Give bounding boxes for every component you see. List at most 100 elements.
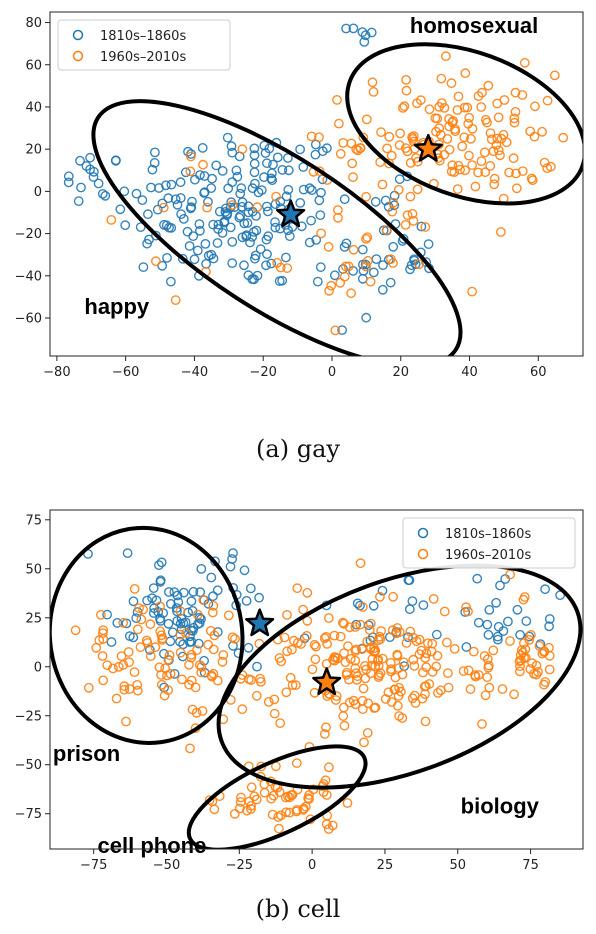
data-point [407, 693, 418, 704]
data-point [226, 141, 237, 152]
data-point [348, 23, 359, 34]
data-point [407, 132, 417, 143]
data-point [241, 231, 252, 242]
data-point [142, 595, 153, 606]
x-tick-label: 50 [449, 858, 466, 873]
data-point [457, 141, 468, 152]
y-tick-label: 60 [25, 58, 42, 73]
data-point [181, 628, 191, 639]
data-point [505, 636, 515, 646]
data-point [142, 209, 153, 220]
data-point [386, 150, 397, 161]
data-point [380, 694, 391, 704]
data-point [194, 660, 205, 670]
data-point [361, 191, 371, 202]
data-point [337, 325, 347, 335]
data-point [504, 167, 514, 178]
representative-star-late [413, 133, 443, 162]
data-point [460, 68, 471, 79]
data-point [464, 112, 475, 123]
data-point [245, 583, 256, 594]
data-point [198, 595, 209, 605]
data-point [202, 202, 213, 213]
data-point [121, 716, 131, 727]
data-point [527, 658, 537, 669]
data-point [164, 650, 175, 661]
data-point [516, 655, 526, 666]
data-point [272, 152, 283, 163]
x-tick-label: −80 [43, 365, 70, 380]
data-point [377, 284, 388, 295]
data-point [236, 201, 247, 212]
data-point [357, 695, 368, 706]
data-point [376, 626, 386, 636]
data-point [160, 180, 171, 191]
data-point [483, 629, 494, 640]
data-point [329, 630, 340, 641]
data-point [96, 609, 106, 620]
data-point [377, 179, 388, 190]
data-point [239, 218, 250, 229]
data-point [255, 244, 266, 255]
y-tick-label: 0 [34, 185, 42, 200]
data-point [373, 635, 384, 646]
data-point [118, 660, 129, 670]
data-point [359, 37, 370, 47]
data-point [227, 258, 238, 268]
data-point [368, 600, 379, 611]
data-point [153, 560, 164, 570]
data-point [353, 145, 363, 156]
data-point [346, 288, 356, 299]
data-point [460, 165, 470, 176]
data-point [397, 713, 408, 723]
data-point [321, 790, 332, 800]
data-point [298, 604, 308, 615]
data-point [403, 575, 414, 586]
data-point [511, 168, 521, 179]
data-point [420, 222, 431, 232]
data-point [282, 263, 293, 273]
data-point [259, 140, 270, 151]
cluster-label: prison [53, 741, 120, 766]
data-point [526, 629, 536, 640]
data-point [526, 173, 537, 184]
data-point [558, 132, 569, 143]
data-point [119, 186, 130, 197]
data-point [520, 652, 531, 663]
data-point [482, 619, 493, 630]
data-point [270, 222, 281, 233]
data-point [365, 643, 376, 654]
data-point [73, 196, 84, 207]
data-point [231, 165, 242, 176]
scatter-chart-gay: homosexual happy −80 −60 −40 −20 0 20 40 60 −60 −40… [15, 11, 584, 380]
data-point [383, 687, 394, 698]
data-point [200, 238, 211, 249]
data-point [344, 674, 354, 685]
y-tick-label: −60 [15, 312, 42, 327]
data-point [277, 275, 288, 286]
data-point [266, 168, 277, 179]
data-point [368, 87, 379, 97]
data-point [197, 706, 208, 716]
data-point [476, 156, 487, 167]
data-point [381, 225, 392, 235]
data-point [412, 184, 423, 195]
data-point [283, 165, 294, 176]
data-point [321, 722, 331, 733]
data-point [370, 661, 381, 672]
data-point [394, 174, 405, 185]
data-point [115, 204, 126, 215]
data-point [368, 267, 379, 278]
data-point [252, 661, 262, 672]
data-point [392, 700, 403, 711]
data-point [360, 30, 371, 41]
data-point [284, 231, 295, 242]
data-point [355, 619, 366, 630]
data-point [111, 693, 122, 704]
data-point [525, 664, 536, 674]
data-point [199, 171, 210, 181]
data-point [388, 197, 399, 208]
data-point [150, 642, 161, 653]
data-point [264, 143, 275, 154]
data-point [311, 641, 321, 652]
